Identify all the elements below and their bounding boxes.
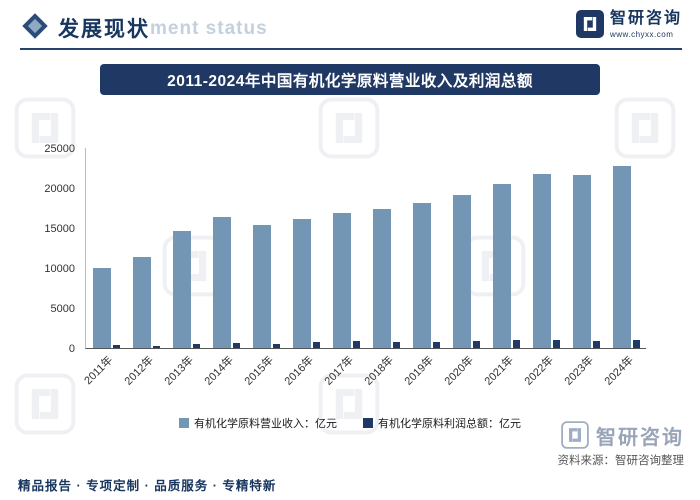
revenue-bar [332,212,351,348]
x-tick-label: 2011年 [82,354,116,388]
profit-bar [232,343,240,348]
section-title: 发展现状 [58,18,150,41]
x-tick-slot: 2024年 [602,349,645,404]
source-brand-logo-icon [560,420,590,450]
bar-chart: 0 5000 10000 15000 20000 25000 2011年 2012年 2013… [0,140,700,410]
revenue-bar [132,256,151,348]
bar-group-2018年 [366,148,406,348]
y-tick-label: 20000 [44,183,75,195]
bar-group-2012年 [126,148,166,348]
y-tick-label: 5000 [50,303,75,315]
x-tick-label: 2019年 [402,354,436,388]
y-tick-label: 15000 [44,223,75,235]
y-axis: 0 5000 10000 15000 20000 25000 [0,143,80,355]
revenue-bar [212,216,231,348]
source-text: 资料来源：智研咨询整理 [557,455,685,467]
brand-block: 智研咨询 www.chyxx.com [575,10,682,39]
x-tick-label: 2013年 [162,354,196,388]
revenue-bar [572,175,591,348]
bar-group-2017年 [326,148,366,348]
bar-group-2022年 [526,148,566,348]
profit-bar [112,344,120,348]
source-brand-name: 智研咨询 [596,426,684,449]
revenue-bar [372,208,391,348]
revenue-bar [252,224,271,348]
page-header: ment status 发展现状 智研咨询 www.chyxx.com [20,10,682,48]
y-tick-label: 0 [68,343,75,355]
profit-bar [432,341,440,348]
bar-group-2015年 [246,148,286,348]
profit-bar [152,346,160,348]
x-axis: 2011年 2012年 2013年 2014年 2015年 2016年 2017年 2018年… [83,349,645,404]
x-tick-label: 2021年 [482,354,516,388]
x-tick-label: 2015年 [242,354,276,388]
diamond-icon [22,13,48,39]
legend-marker-revenue [179,418,189,428]
profit-bar [552,340,560,348]
x-tick-label: 2024年 [602,354,636,388]
bar-group-2021年 [486,148,526,348]
legend-item-profit: 有机化学原料利润总额：亿元 [363,415,521,431]
y-tick-label: 25000 [44,143,75,155]
profit-bar [592,340,600,348]
profit-bar [312,341,320,348]
source-block: 智研咨询 资料来源：智研咨询整理 [557,420,685,468]
legend-marker-profit [363,418,373,428]
x-tick-label: 2017年 [322,354,356,388]
bar-group-2020年 [446,148,486,348]
bar-group-2019年 [406,148,446,348]
bar-group-2013年 [166,148,206,348]
revenue-bar [412,203,431,348]
profit-bar [392,342,400,348]
bar-group-2014年 [206,148,246,348]
x-tick-label: 2022年 [522,354,556,388]
x-tick-label: 2012年 [122,354,156,388]
bar-group-2011年 [86,148,126,348]
header-divider [20,48,682,50]
profit-bar [632,340,640,348]
x-tick-label: 2014年 [202,354,236,388]
profit-bar [472,341,480,348]
brand-logo-icon [575,10,604,38]
bar-group-2023年 [566,148,606,348]
profit-bar [192,343,200,348]
revenue-bar [492,184,511,348]
footer-slogan: 精品报告 · 专项定制 · 品质服务 · 专精特新 [18,479,277,493]
x-tick-label: 2018年 [362,354,396,388]
x-tick-label: 2023年 [562,354,596,388]
source-brand: 智研咨询 [558,420,685,450]
legend-label-revenue: 有机化学原料营业收入：亿元 [194,418,337,430]
chart-title: 2011-2024年中国有机化学原料营业收入及利润总额 [100,64,600,95]
legend-label-profit: 有机化学原料利润总额：亿元 [378,418,521,430]
brand-website: www.chyxx.com [609,30,674,39]
profit-bar [352,341,360,348]
revenue-bar [612,166,631,348]
revenue-bar [292,219,311,348]
x-tick-label: 2020年 [442,354,476,388]
revenue-bar [92,268,111,348]
bar-group-2016年 [286,148,326,348]
revenue-bar [172,231,191,348]
plot-area [85,148,646,349]
bar-group-2024年 [606,148,646,348]
revenue-bar [452,195,471,348]
profit-bar [512,340,520,348]
x-tick-label: 2016年 [282,354,316,388]
brand-name: 智研咨询 [609,10,682,27]
revenue-bar [532,173,551,348]
y-tick-label: 10000 [44,263,75,275]
profit-bar [272,344,280,348]
section-bg-text: ment status [150,18,268,39]
legend-item-revenue: 有机化学原料营业收入：亿元 [179,415,337,431]
